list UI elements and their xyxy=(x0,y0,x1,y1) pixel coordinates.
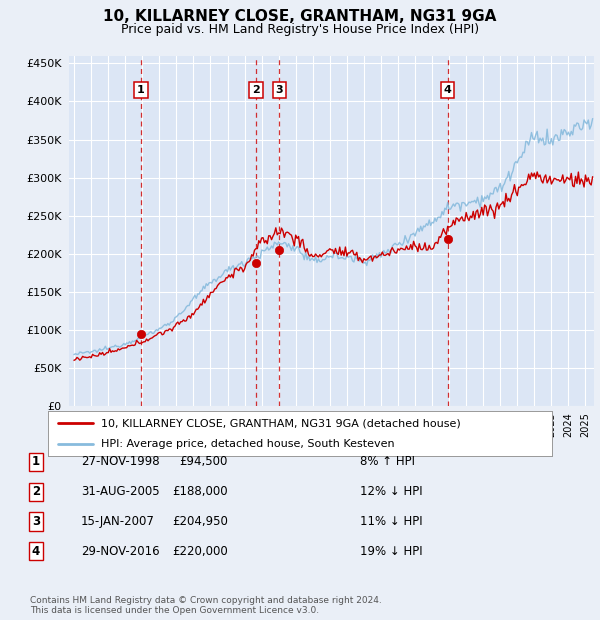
Text: 27-NOV-1998: 27-NOV-1998 xyxy=(81,456,160,468)
Text: 4: 4 xyxy=(32,545,40,557)
Text: 3: 3 xyxy=(32,515,40,528)
Text: £204,950: £204,950 xyxy=(172,515,228,528)
Text: 31-AUG-2005: 31-AUG-2005 xyxy=(81,485,160,498)
Text: 1: 1 xyxy=(32,456,40,468)
Text: Contains HM Land Registry data © Crown copyright and database right 2024.: Contains HM Land Registry data © Crown c… xyxy=(30,596,382,604)
Text: Price paid vs. HM Land Registry's House Price Index (HPI): Price paid vs. HM Land Registry's House … xyxy=(121,23,479,36)
Text: 19% ↓ HPI: 19% ↓ HPI xyxy=(360,545,422,557)
Text: 1: 1 xyxy=(137,85,145,95)
Text: This data is licensed under the Open Government Licence v3.0.: This data is licensed under the Open Gov… xyxy=(30,606,319,615)
Text: 12% ↓ HPI: 12% ↓ HPI xyxy=(360,485,422,498)
Text: 8% ↑ HPI: 8% ↑ HPI xyxy=(360,456,415,468)
Text: 4: 4 xyxy=(444,85,452,95)
Text: HPI: Average price, detached house, South Kesteven: HPI: Average price, detached house, Sout… xyxy=(101,438,395,449)
Text: 11% ↓ HPI: 11% ↓ HPI xyxy=(360,515,422,528)
Text: 2: 2 xyxy=(32,485,40,498)
Text: £94,500: £94,500 xyxy=(179,456,228,468)
Text: 10, KILLARNEY CLOSE, GRANTHAM, NG31 9GA (detached house): 10, KILLARNEY CLOSE, GRANTHAM, NG31 9GA … xyxy=(101,418,461,428)
Text: £188,000: £188,000 xyxy=(172,485,228,498)
Text: 3: 3 xyxy=(275,85,283,95)
Text: 15-JAN-2007: 15-JAN-2007 xyxy=(81,515,155,528)
Text: 29-NOV-2016: 29-NOV-2016 xyxy=(81,545,160,557)
Text: 2: 2 xyxy=(252,85,260,95)
Text: 10, KILLARNEY CLOSE, GRANTHAM, NG31 9GA: 10, KILLARNEY CLOSE, GRANTHAM, NG31 9GA xyxy=(103,9,497,24)
Text: £220,000: £220,000 xyxy=(172,545,228,557)
